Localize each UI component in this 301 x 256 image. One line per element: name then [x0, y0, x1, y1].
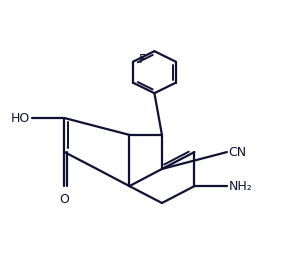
Text: NH₂: NH₂: [228, 180, 252, 193]
Text: F: F: [139, 53, 146, 66]
Text: O: O: [60, 193, 69, 206]
Text: HO: HO: [11, 112, 30, 124]
Text: CN: CN: [228, 146, 247, 158]
